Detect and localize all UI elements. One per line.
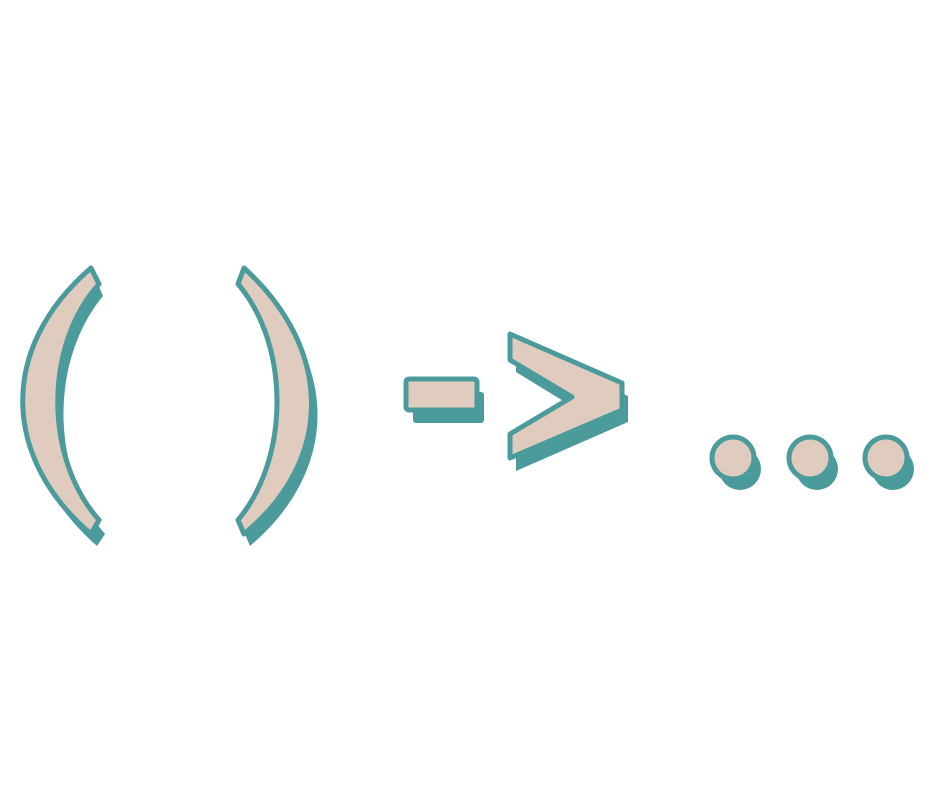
dot-1-shape — [709, 434, 757, 482]
close-paren-shape — [235, 265, 314, 537]
greater-than-glyph — [507, 331, 628, 471]
open-paren-glyph — [20, 265, 105, 546]
greater-than-shape — [507, 331, 625, 461]
dot-2-shape — [786, 434, 834, 482]
ellipsis-glyph — [709, 434, 914, 490]
open-paren-shape — [20, 265, 102, 537]
close-paren-glyph — [235, 265, 318, 546]
dash-glyph — [403, 376, 484, 423]
dash-shape — [403, 376, 480, 413]
dot-3-shape — [862, 434, 910, 482]
open-paren-text: ( — [0, 0, 1, 1]
